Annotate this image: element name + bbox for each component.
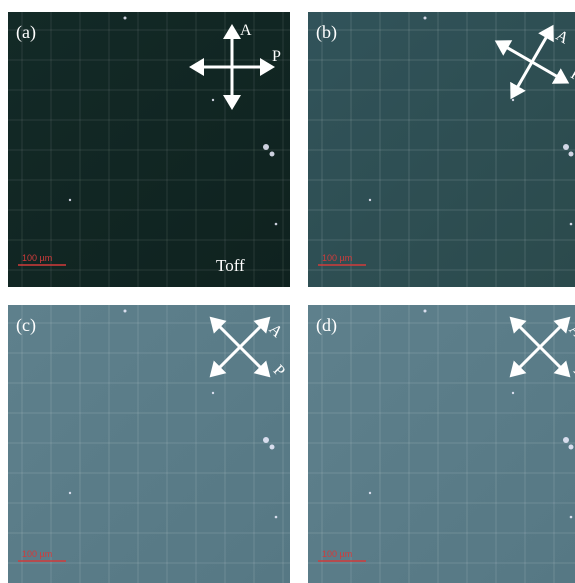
bright-spot [69,492,71,494]
bright-spot [124,17,127,20]
scale-bar-label: 100 µm [322,253,352,263]
bright-spot [270,152,275,157]
bright-spot [369,492,371,494]
bright-spot [69,199,71,201]
bright-spot [569,152,574,157]
panel-label: (d) [316,315,337,336]
figure: (a)AP100 µmToff(b)AP100 µm(c)AP100 µm(d)… [0,0,575,583]
bright-spot [570,223,573,226]
annotation: Toff [216,256,245,275]
scale-bar-label: 100 µm [22,549,52,559]
scale-bar-label: 100 µm [22,253,52,263]
bright-spot [275,516,278,519]
bright-spot [563,437,569,443]
bright-spot [563,144,569,150]
bright-spot [369,199,371,201]
bright-spot [424,17,427,20]
panel-label: (a) [16,22,36,43]
bright-spot [512,392,514,394]
panel-label: (c) [16,315,36,336]
bright-spot [212,392,214,394]
bright-spot [569,445,574,450]
bright-spot [424,310,427,313]
bright-spot [124,310,127,313]
bright-spot [512,99,514,101]
panel: (a) A P 100 µm Toff [8,12,290,287]
bright-spot [275,223,278,226]
bright-spot [570,516,573,519]
bright-spot [270,445,275,450]
bright-spot [263,144,269,150]
panel-label: (b) [316,22,337,43]
analyzer-label: A [240,22,252,39]
polarizer-label: P [272,48,281,65]
bright-spot [212,99,214,101]
scale-bar-label: 100 µm [322,549,352,559]
bright-spot [263,437,269,443]
